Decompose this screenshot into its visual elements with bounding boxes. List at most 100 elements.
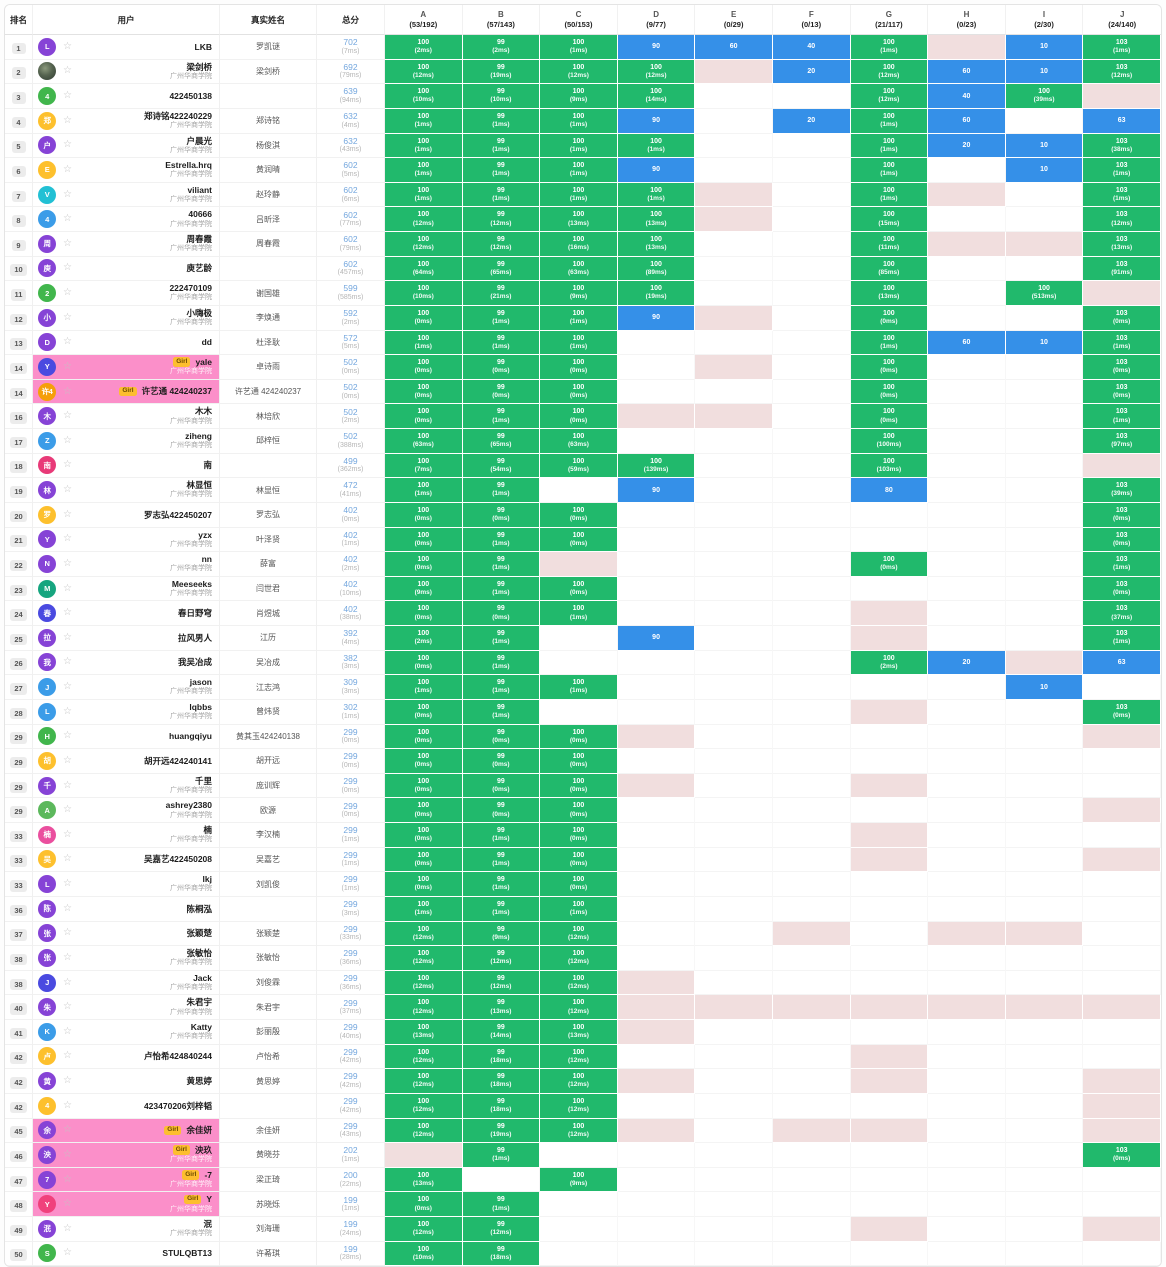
username-link[interactable]: 胡开远424240141 [143,755,212,766]
star-icon[interactable]: ☆ [63,287,72,299]
score-cell-H[interactable]: 20 [928,133,1006,159]
score-cell-G[interactable]: 100 (1ms) [850,330,929,356]
score-cell-D[interactable]: 90 [617,478,696,503]
score-cell-D[interactable]: 100 (1ms) [617,133,696,159]
score-cell-A[interactable]: 100 (9ms) [385,576,463,602]
score-cell-C[interactable]: 100 (12ms) [540,1118,618,1144]
total-score-link[interactable]: 592 [343,308,358,318]
score-cell-G[interactable]: 100 (0ms) [850,355,929,380]
score-cell-A[interactable]: 100 (12ms) [385,970,463,996]
score-cell-J[interactable] [1083,1093,1161,1119]
score-cell-J[interactable]: 103 (91ms) [1083,256,1161,282]
score-cell-C[interactable]: 100 (1ms) [540,330,618,356]
score-cell-C[interactable]: 100 (1ms) [540,108,618,134]
username-link[interactable]: yzx [198,529,212,540]
score-cell-A[interactable]: 100 (63ms) [385,429,463,454]
score-cell-C[interactable]: 100 (0ms) [540,355,618,380]
score-cell-B[interactable]: 99 (65ms) [462,429,541,454]
score-cell-B[interactable]: 99 (1ms) [462,133,541,159]
score-cell-C[interactable]: 100 (1ms) [540,896,618,922]
total-score-link[interactable]: 382 [343,652,358,663]
score-cell-F[interactable]: 20 [772,59,851,85]
score-cell-B[interactable]: 99 (1ms) [462,552,541,577]
score-cell-B[interactable]: 99 (0ms) [462,355,541,380]
score-cell-A[interactable]: 100 (0ms) [385,305,463,331]
score-cell-A[interactable]: 100 (1ms) [385,896,463,922]
score-cell-B[interactable]: 99 (1ms) [462,896,541,922]
score-cell-G[interactable]: 100 (1ms) [850,182,929,208]
total-score-link[interactable]: 202 [343,1145,358,1156]
score-cell-A[interactable]: 100 (12ms) [385,59,463,85]
total-score-link[interactable]: 299 [343,923,358,934]
username-link[interactable]: 我吴冶成 [177,657,212,668]
score-cell-D[interactable] [617,724,696,750]
score-cell-C[interactable]: 100 (0ms) [540,798,618,823]
total-score-link[interactable]: 602 [343,160,358,171]
score-cell-D[interactable]: 100 (14ms) [617,84,696,109]
score-cell-C[interactable]: 100 (12ms) [540,970,618,996]
score-cell-J[interactable]: 63 [1083,108,1161,134]
problem-letter-link[interactable]: J [1119,9,1125,19]
username-link[interactable]: -7 [204,1169,212,1180]
score-cell-G[interactable] [850,847,929,873]
score-cell-C[interactable]: 100 (1ms) [540,675,618,700]
score-cell-C[interactable]: 100 (0ms) [540,823,618,848]
score-cell-I[interactable]: 10 [1005,133,1084,159]
username-link[interactable]: lkj [202,874,212,885]
score-cell-I[interactable]: 10 [1005,330,1084,356]
score-cell-B[interactable]: 99 (0ms) [462,724,541,750]
total-score-link[interactable]: 639 [343,86,358,97]
score-cell-B[interactable]: 99 (13ms) [462,995,541,1020]
username-link[interactable]: nn [201,554,212,565]
score-cell-J[interactable]: 103 (0ms) [1083,527,1161,553]
score-cell-J[interactable]: 103 (0ms) [1083,1143,1161,1168]
star-icon[interactable]: ☆ [63,1025,72,1037]
score-cell-B[interactable]: 99 (18ms) [462,1241,541,1267]
score-cell-H[interactable]: 60 [928,59,1006,85]
total-score-link[interactable]: 602 [343,234,358,245]
score-cell-D[interactable] [617,1069,696,1094]
score-cell-C[interactable]: 100 (9ms) [540,1167,618,1193]
score-cell-G[interactable] [850,1118,929,1144]
total-score-link[interactable]: 299 [343,726,358,737]
score-cell-G[interactable] [850,995,929,1020]
score-cell-C[interactable]: 100 (0ms) [540,773,618,799]
score-cell-B[interactable]: 99 (1ms) [462,305,541,331]
problem-letter-link[interactable]: E [731,9,737,19]
score-cell-J[interactable] [1083,798,1161,823]
score-cell-B[interactable]: 99 (9ms) [462,921,541,947]
score-cell-A[interactable]: 100 (0ms) [385,872,463,897]
score-cell-A[interactable]: 100 (10ms) [385,1241,463,1267]
total-score-link[interactable]: 299 [343,874,358,885]
score-cell-A[interactable]: 100 (10ms) [385,84,463,109]
score-cell-C[interactable]: 100 (0ms) [540,379,618,405]
score-cell-C[interactable]: 100 (12ms) [540,1069,618,1094]
total-score-link[interactable]: 602 [343,184,358,195]
score-cell-G[interactable] [850,1044,929,1070]
score-cell-B[interactable]: 99 (1ms) [462,182,541,208]
score-cell-I[interactable]: 10 [1005,675,1084,700]
star-icon[interactable]: ☆ [63,213,72,225]
total-score-link[interactable]: 402 [343,554,358,565]
score-cell-H[interactable] [928,182,1006,208]
score-cell-B[interactable]: 99 (1ms) [462,1192,541,1217]
score-cell-J[interactable]: 103 (38ms) [1083,133,1161,159]
total-score-link[interactable]: 299 [343,1096,358,1106]
total-score-link[interactable]: 402 [343,529,358,540]
score-cell-J[interactable]: 103 (0ms) [1083,379,1161,405]
score-cell-B[interactable]: 99 (54ms) [462,453,541,479]
total-score-link[interactable]: 502 [343,357,358,368]
score-cell-H[interactable]: 20 [928,650,1006,676]
score-cell-A[interactable]: 100 (1ms) [385,478,463,503]
score-cell-D[interactable] [617,970,696,996]
score-cell-B[interactable]: 99 (0ms) [462,773,541,799]
score-cell-D[interactable]: 90 [617,158,696,183]
score-cell-J[interactable] [1083,847,1161,873]
score-cell-A[interactable]: 100 (7ms) [385,453,463,479]
score-cell-G[interactable]: 100 (13ms) [850,281,929,306]
score-cell-A[interactable]: 100 (0ms) [385,699,463,725]
score-cell-G[interactable]: 100 (0ms) [850,404,929,429]
score-cell-C[interactable]: 100 (12ms) [540,1093,618,1119]
star-icon[interactable]: ☆ [63,902,72,914]
score-cell-C[interactable]: 100 (12ms) [540,995,618,1020]
